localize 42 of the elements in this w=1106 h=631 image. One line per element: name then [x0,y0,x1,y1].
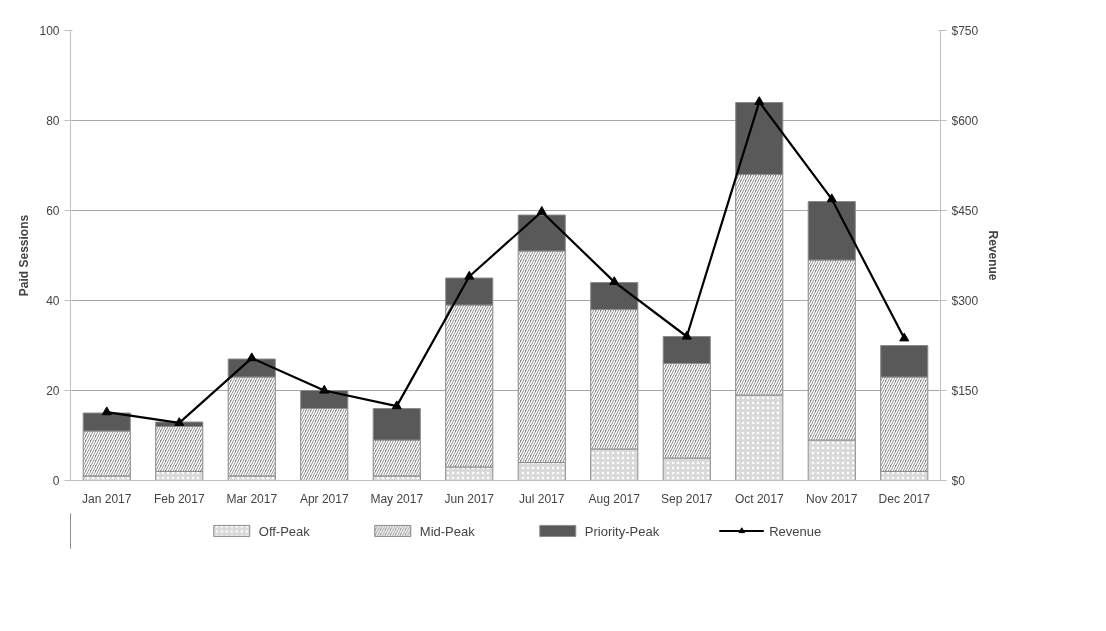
y2-tick-label: $300 [951,293,979,308]
point [391,400,402,410]
x-tick-label: Feb 2017 [153,491,205,506]
point [246,352,257,362]
y2-tick-label: $0 [951,473,966,488]
point [319,384,330,394]
y2-tick-label: $450 [951,203,979,218]
y2-tick-label: $150 [951,383,979,398]
legend-label: Priority-Peak [584,523,660,538]
x-tick-label: Nov 2017 [806,491,858,506]
x-tick-label: Sep 2017 [661,491,713,506]
y-tick-label: 0 [52,474,60,488]
y2-tick-label: $600 [951,113,979,128]
point [609,276,620,285]
point [681,330,692,340]
point [754,96,765,105]
x-tick-label: Jul 2017 [519,491,565,506]
x-tick-label: Aug 2017 [588,491,641,506]
point [174,417,185,426]
x-tick-label: Apr 2017 [299,491,349,506]
point [101,406,112,416]
legend-label: Off-Peak [258,523,310,538]
point [899,332,910,342]
point [826,193,837,203]
x-tick-label: Jun 2017 [444,491,495,506]
point [536,206,547,215]
x-tick-label: May 2017 [370,491,424,506]
legend-label: Mid-Peak [419,523,475,538]
y-tick-label: 20 [46,384,60,398]
point [464,270,475,280]
x-tick-label: Dec 2017 [878,491,931,506]
y-tick-label: 80 [46,114,60,128]
y2-tick-label: $750 [951,23,979,38]
x-tick-label: Oct 2017 [734,491,784,506]
y-tick-label: 60 [46,204,60,218]
y-tick-label: 40 [46,294,60,308]
x-tick-label: Mar 2017 [226,491,278,506]
legend-label: Revenue [769,523,822,538]
y-tick-label: 100 [39,24,60,38]
y-axis-title: Paid Sessions [17,214,32,297]
y2-axis-title: Revenue [986,230,1001,281]
x-tick-label: Jan 2017 [82,491,132,506]
